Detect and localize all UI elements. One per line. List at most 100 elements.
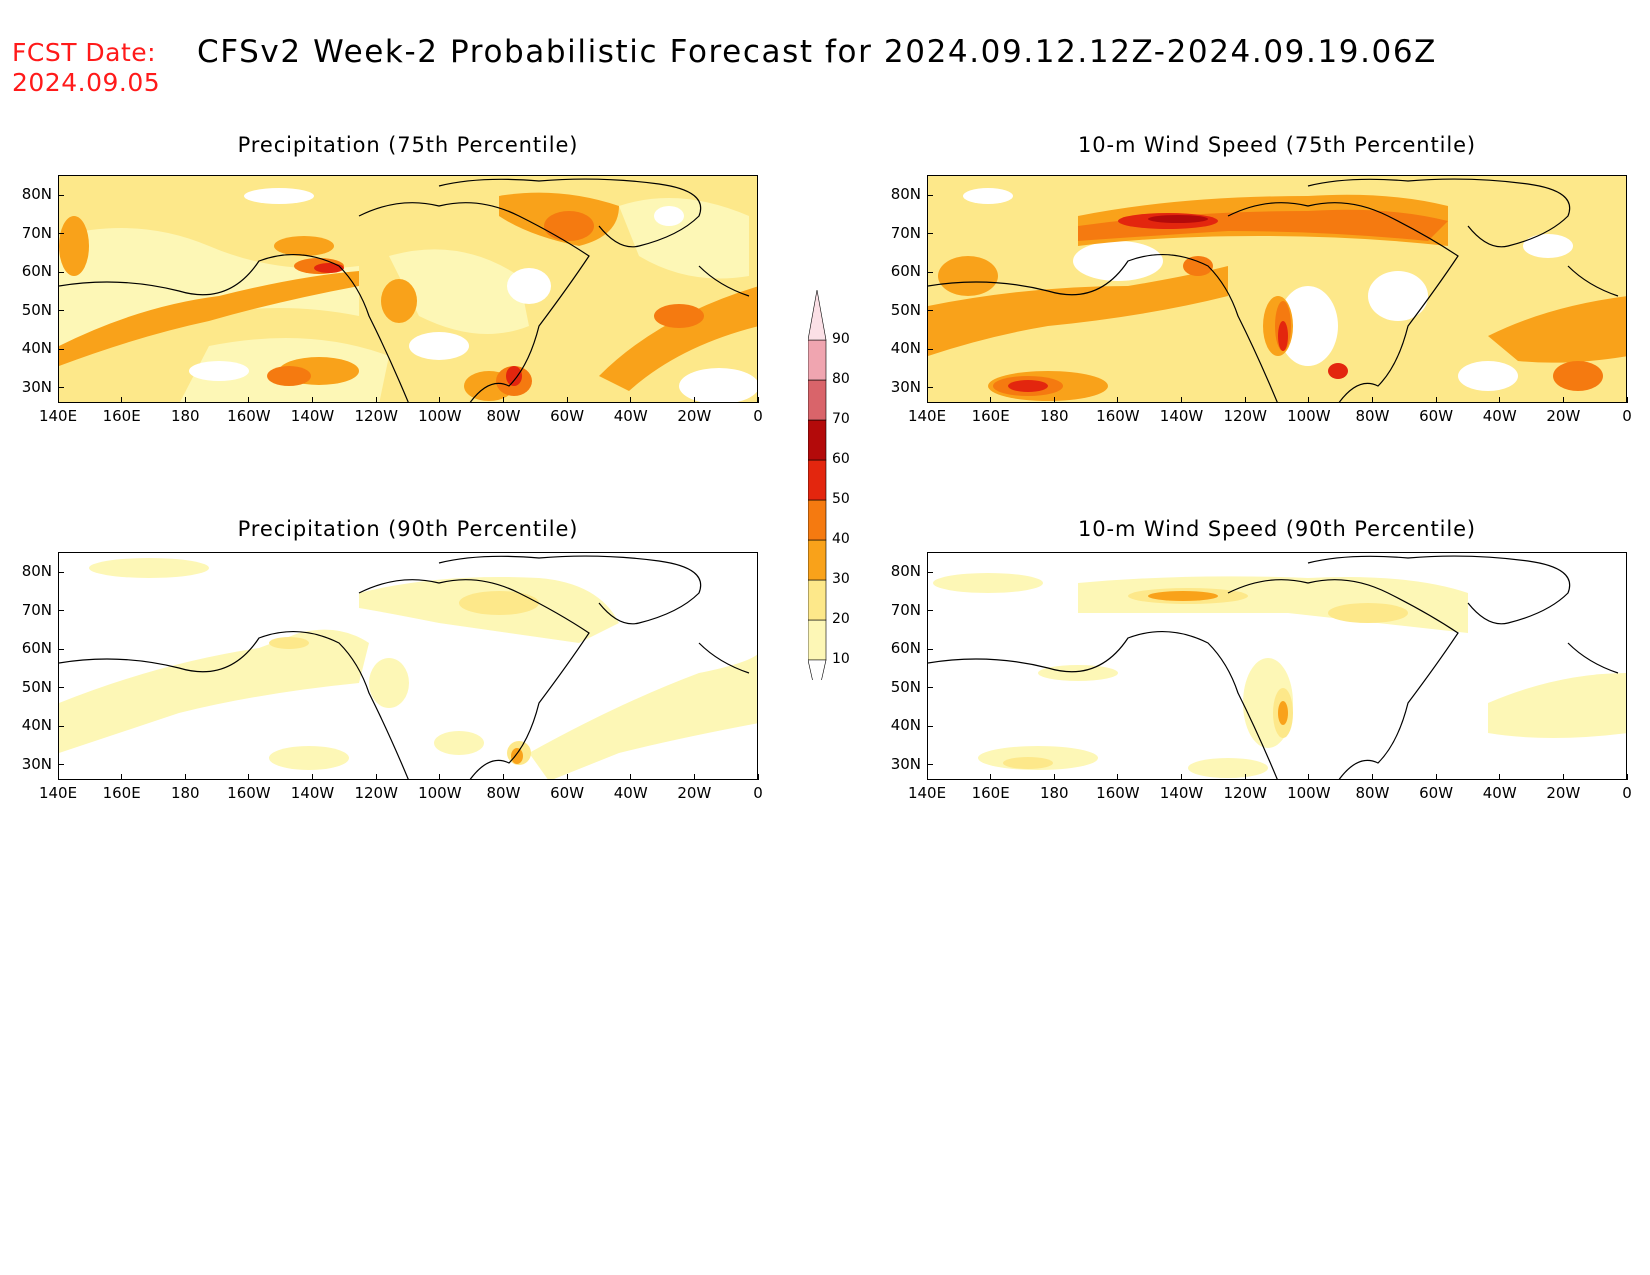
colorbar-swatch (807, 619, 827, 661)
colorbar-swatch (807, 499, 827, 541)
lat-tick-mark (58, 233, 64, 234)
lat-tick-label: 80N (21, 562, 52, 580)
lon-tick-label: 120W (1223, 407, 1267, 425)
lon-tick-mark (248, 397, 250, 403)
lon-tick-label: 100W (1287, 407, 1331, 425)
lon-tick-label: 160E (971, 407, 1010, 425)
lat-tick-mark (927, 233, 933, 234)
lat-tick-label: 50N (890, 300, 921, 319)
lon-tick-label: 140W (1159, 407, 1204, 425)
lon-tick-mark (502, 397, 504, 403)
lat-tick-mark (58, 348, 64, 350)
lon-tick-label: 40W (613, 784, 648, 802)
lon-tick-label: 60W (550, 407, 585, 425)
lat-tick-label: 40N (890, 339, 921, 357)
colorbar-lower-triangle (807, 659, 827, 701)
colorbar-swatch (807, 379, 827, 421)
colorbar-swatch (807, 419, 827, 461)
lat-tick-mark (927, 387, 933, 388)
lon-tick-mark (312, 774, 314, 780)
lat-tick-label: 50N (890, 677, 921, 696)
lon-tick-label: 60W (550, 784, 585, 802)
lat-tick-label: 60N (21, 262, 52, 280)
lat-tick-mark (927, 310, 933, 311)
lon-tick-label: 180 (170, 407, 200, 425)
lat-tick-label: 30N (890, 754, 921, 773)
lat-tick-mark (58, 310, 64, 311)
lon-tick-mark (1435, 397, 1437, 403)
lat-tick-label: 40N (890, 716, 921, 734)
lon-tick-mark (1308, 774, 1310, 780)
lat-tick-mark (58, 687, 64, 688)
lat-tick-mark (58, 610, 64, 611)
colorbar-level-label: 50 (832, 491, 850, 507)
lon-tick-mark (375, 397, 377, 403)
lat-tick-label: 80N (890, 185, 921, 203)
panel-title-precip90: Precipitation (90th Percentile) (237, 517, 579, 541)
fcst-date-label: FCST Date: (12, 38, 157, 67)
lon-tick-mark (1117, 397, 1119, 403)
lon-tick-mark (757, 774, 759, 780)
colorbar-swatch (807, 539, 827, 581)
lon-tick-label: 160E (102, 407, 141, 425)
lon-tick-mark (312, 397, 314, 403)
lon-tick-mark (121, 397, 123, 403)
colorbar-level-label: 60 (832, 451, 850, 467)
lon-tick-label: 180 (1039, 784, 1069, 802)
lon-tick-label: 120W (354, 784, 398, 802)
lat-tick-label: 70N (21, 600, 52, 619)
lon-tick-mark (1244, 774, 1246, 780)
lat-tick-label: 40N (21, 716, 52, 734)
lon-tick-label: 0 (1622, 784, 1632, 802)
lon-tick-mark (926, 397, 928, 403)
lon-tick-mark (1117, 774, 1119, 780)
lon-tick-label: 140E (907, 407, 947, 425)
lat-tick-label: 50N (21, 677, 52, 696)
panel-title-wind90: 10-m Wind Speed (90th Percentile) (1077, 517, 1477, 541)
lon-tick-label: 160E (102, 784, 141, 802)
lat-tick-mark (58, 194, 64, 196)
lat-tick-mark (927, 764, 933, 765)
lon-tick-label: 140E (38, 407, 78, 425)
colorbar-swatch (807, 289, 827, 341)
lon-tick-mark (439, 774, 441, 780)
lat-tick-mark (927, 610, 933, 611)
lon-tick-mark (630, 397, 632, 403)
lat-tick-label: 70N (21, 223, 52, 242)
lat-tick-label: 70N (890, 223, 921, 242)
lat-tick-label: 60N (21, 639, 52, 657)
colorbar-level-label: 20 (832, 611, 850, 627)
lon-tick-mark (990, 397, 992, 403)
lon-tick-label: 20W (677, 784, 712, 802)
lat-tick-label: 80N (21, 185, 52, 203)
map-wind75 (927, 175, 1627, 403)
colorbar-swatch (807, 339, 827, 381)
lon-tick-mark (1371, 774, 1373, 780)
lon-tick-mark (439, 397, 441, 403)
lon-tick-label: 180 (170, 784, 200, 802)
colorbar-level-label: 10 (832, 651, 850, 667)
lat-tick-mark (927, 194, 933, 196)
lon-tick-label: 40W (1482, 784, 1517, 802)
colorbar-level-label: 70 (832, 411, 850, 427)
lon-tick-mark (57, 774, 59, 780)
lat-tick-label: 30N (21, 377, 52, 396)
lon-tick-mark (57, 397, 59, 403)
lon-tick-label: 140W (290, 784, 335, 802)
lon-tick-label: 140W (1159, 784, 1204, 802)
fcst-date-value: 2024.09.05 (12, 68, 161, 97)
lon-tick-mark (757, 397, 759, 403)
lon-tick-label: 160W (227, 407, 271, 425)
lon-tick-mark (1435, 774, 1437, 780)
lon-tick-mark (630, 774, 632, 780)
lon-tick-label: 180 (1039, 407, 1069, 425)
lon-tick-label: 20W (1546, 784, 1581, 802)
lon-tick-label: 0 (753, 407, 763, 425)
lon-tick-label: 140W (290, 407, 335, 425)
lon-tick-mark (1499, 774, 1501, 780)
lon-tick-mark (121, 774, 123, 780)
lon-tick-mark (566, 774, 568, 780)
lat-tick-mark (927, 725, 933, 727)
colorbar-swatch (807, 579, 827, 621)
lat-tick-label: 30N (890, 377, 921, 396)
